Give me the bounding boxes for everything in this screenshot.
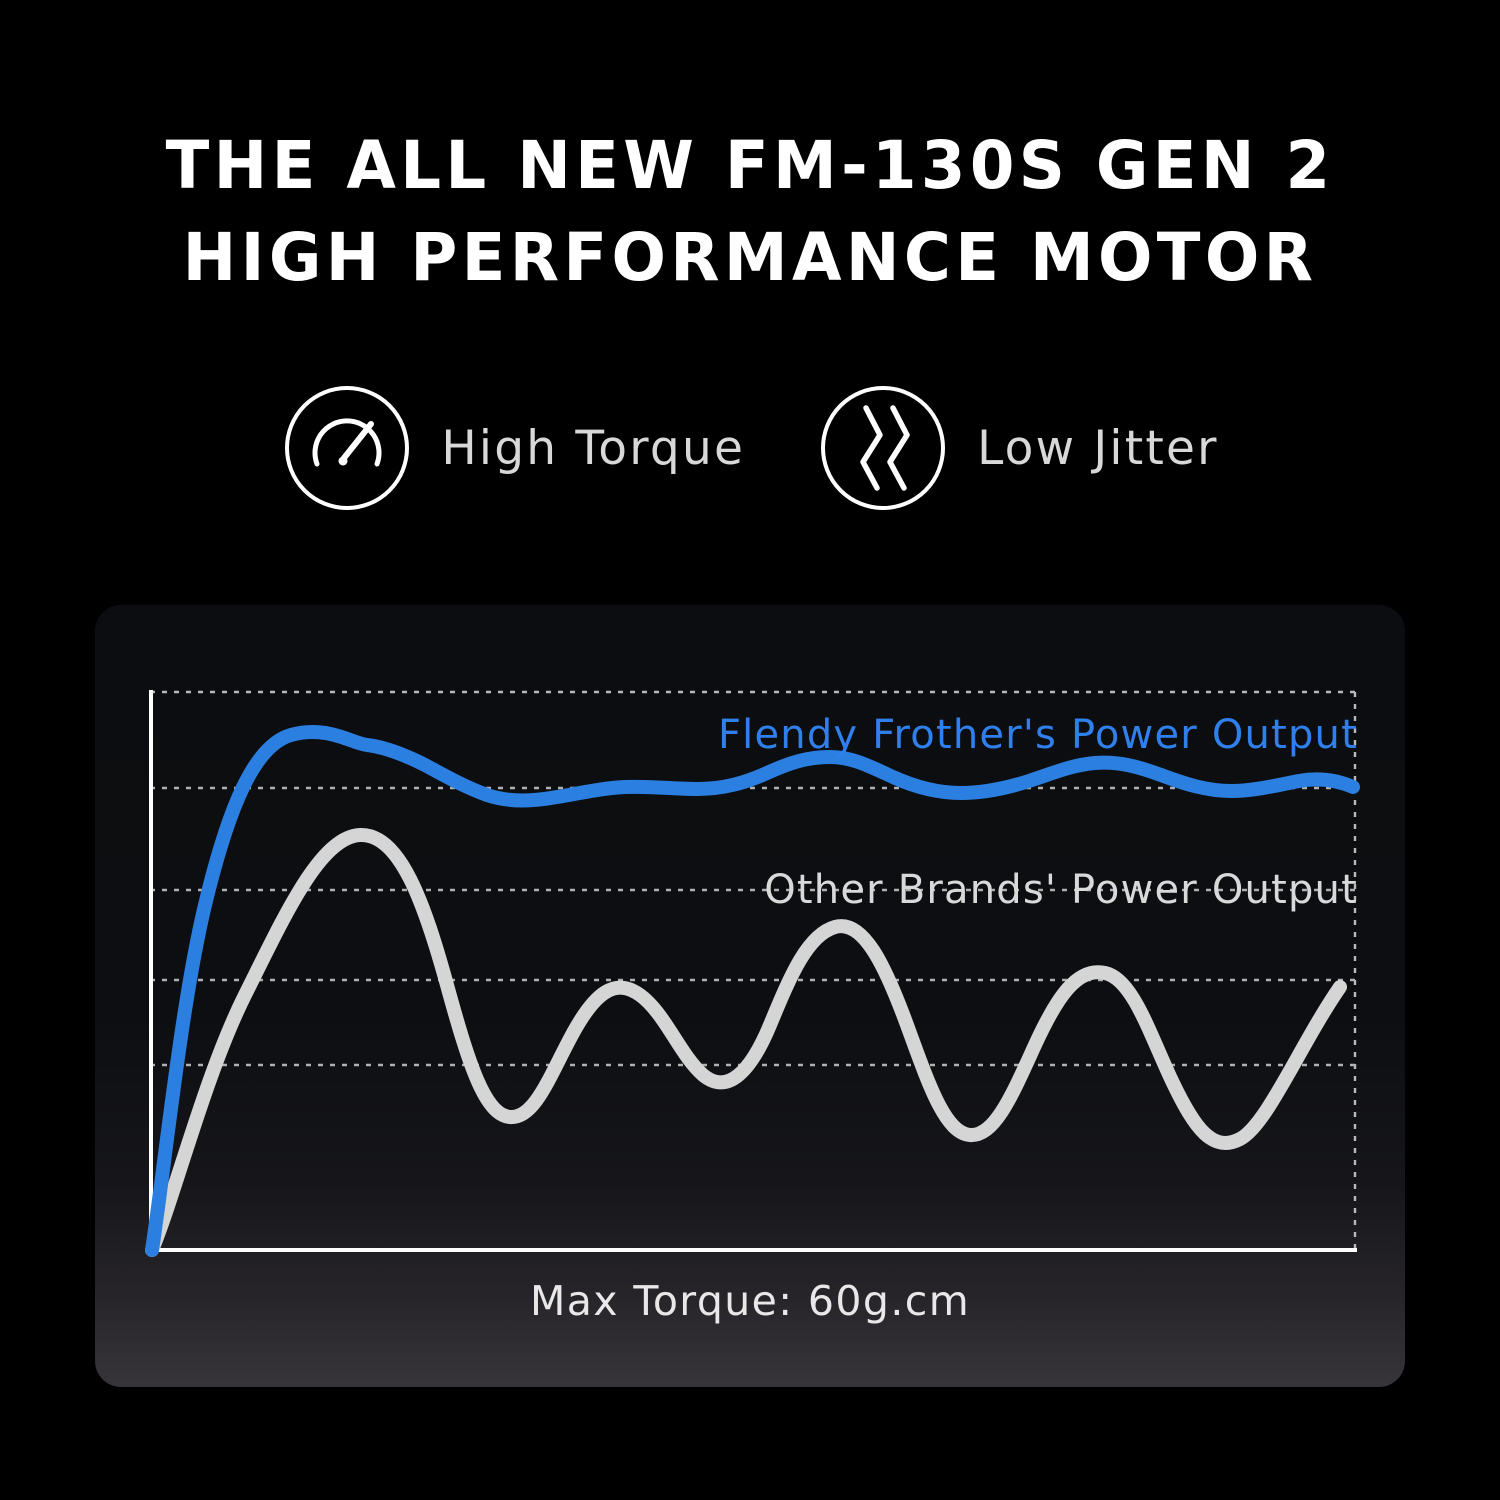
power-output-chart <box>145 690 1360 1257</box>
chart-card: Flendy Frother's Power Output Other Bran… <box>95 605 1405 1387</box>
series-line-flendy-frother <box>145 725 1360 1257</box>
series-line-other-brands <box>145 828 1347 1257</box>
feature-low-jitter: Low Jitter <box>817 382 1219 514</box>
headline-line-2: HIGH PERFORMANCE MOTOR <box>182 219 1318 296</box>
jitter-chevrons-icon <box>817 382 949 514</box>
max-torque-caption: Max Torque: 60g.cm <box>529 1277 971 1325</box>
headline-line-1: THE ALL NEW FM-130S GEN 2 <box>165 127 1335 204</box>
series-label-flendy-frother: Flendy Frother's Power Output <box>717 712 1358 758</box>
series-label-other-brands: Other Brands' Power Output <box>764 867 1358 913</box>
gauge-icon <box>281 382 413 514</box>
feature-high-torque: High Torque <box>281 382 745 514</box>
feature-label-high-torque: High Torque <box>441 420 746 476</box>
feature-row: High Torque Low Jitter <box>0 382 1500 514</box>
feature-label-low-jitter: Low Jitter <box>977 420 1219 476</box>
headline-block: THE ALL NEW FM-130S GEN 2 HIGH PERFORMAN… <box>0 120 1500 304</box>
